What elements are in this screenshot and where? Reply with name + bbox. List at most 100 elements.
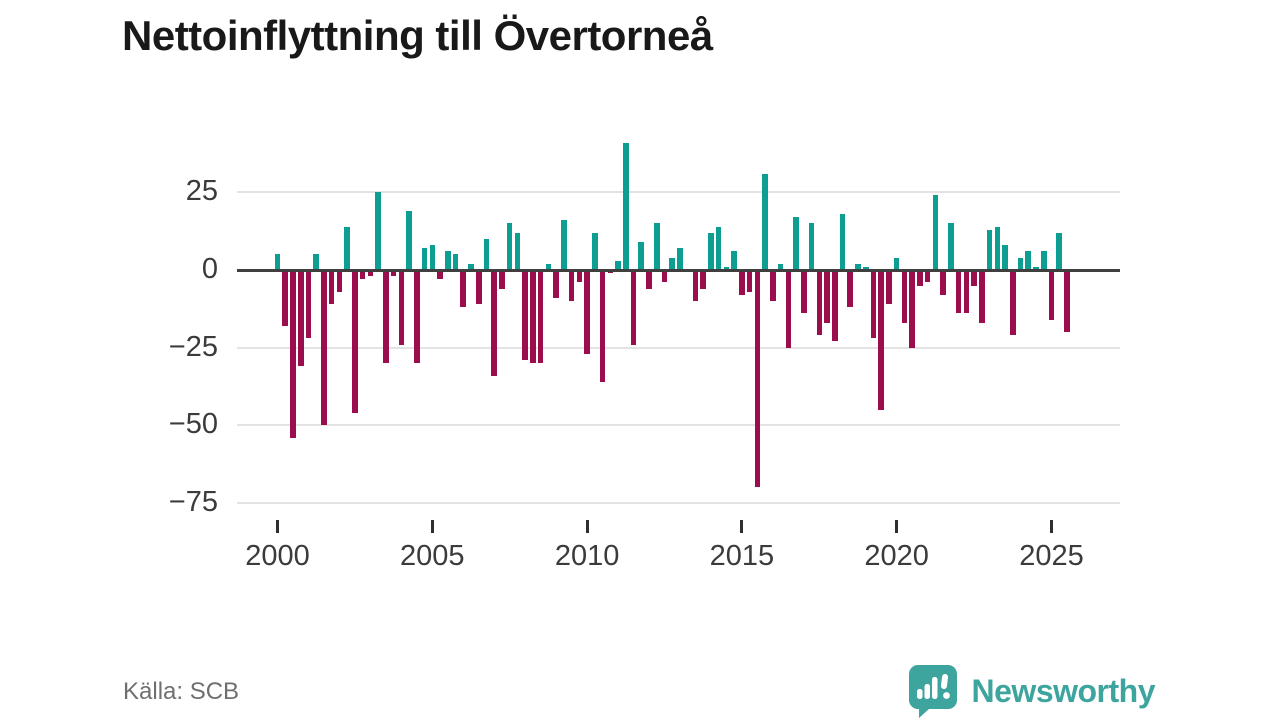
bar-2022-Q4 <box>979 270 985 323</box>
bar-2021-Q1 <box>924 270 931 283</box>
bar-2023-Q3 <box>1002 245 1008 270</box>
bar-2001-Q2 <box>313 254 319 270</box>
bar-2012-Q3 <box>661 270 668 283</box>
bar-2000-Q1 <box>274 254 281 270</box>
bar-2002-Q4 <box>359 270 366 280</box>
bar-2025-Q1 <box>1048 270 1055 320</box>
bar-2009-Q4 <box>576 270 583 283</box>
x-axis-tick-2025 <box>1050 520 1053 533</box>
bar-2009-Q3 <box>568 270 575 302</box>
bar-2023-Q2 <box>994 226 1001 270</box>
bar-2024-Q4 <box>1040 251 1047 270</box>
newsworthy-wordmark: Newsworthy <box>971 672 1156 709</box>
zero-baseline <box>237 268 1120 272</box>
bar-2016-Q3 <box>785 270 792 348</box>
bar-2012-Q2 <box>653 223 660 270</box>
x-axis-tick-2005 <box>430 520 434 533</box>
bar-2017-Q4 <box>824 270 830 323</box>
bar-2009-Q2 <box>561 220 567 270</box>
bar-2024-Q1 <box>1017 257 1024 270</box>
newsworthy-speech-bubble-chart-icon <box>908 664 958 718</box>
bar-2019-Q3 <box>878 270 884 410</box>
bar-2008-Q3 <box>537 270 544 364</box>
bar-2005-Q4 <box>452 254 459 270</box>
bar-2001-Q1 <box>305 270 312 339</box>
gridline-y--75 <box>237 501 1120 504</box>
bar-2003-Q2 <box>375 192 381 270</box>
bar-2006-Q1 <box>460 270 467 308</box>
bar-2021-Q2 <box>932 195 939 270</box>
bar-2020-Q2 <box>901 270 908 323</box>
bar-2018-Q3 <box>847 270 854 308</box>
bar-2016-Q4 <box>793 217 799 270</box>
bar-2004-Q2 <box>406 210 412 270</box>
bar-2010-Q3 <box>599 270 606 382</box>
bar-2016-Q2 <box>777 263 784 270</box>
y-axis-label--25: −25 <box>168 330 218 363</box>
bar-2004-Q1 <box>398 270 405 345</box>
x-axis-tick-2020 <box>895 520 899 533</box>
bar-2025-Q3 <box>1064 270 1070 333</box>
bar-2014-Q2 <box>715 226 722 270</box>
bar-2000-Q2 <box>282 270 289 326</box>
source-note: Källa: SCB <box>123 678 240 705</box>
bar-2022-Q1 <box>955 270 962 314</box>
bar-2014-Q1 <box>708 232 714 270</box>
bar-2005-Q2 <box>437 270 443 280</box>
gridline-y-25 <box>237 191 1120 194</box>
bar-2006-Q2 <box>468 263 474 270</box>
y-axis-label-25: 25 <box>185 175 218 208</box>
bar-2004-Q3 <box>414 270 420 364</box>
bar-2013-Q4 <box>700 270 706 289</box>
bar-2001-Q3 <box>321 270 327 426</box>
bar-2002-Q1 <box>336 270 343 292</box>
bar-2015-Q2 <box>746 270 753 292</box>
x-axis-tick-2000 <box>276 520 279 533</box>
bar-2011-Q3 <box>630 270 637 345</box>
bar-2000-Q4 <box>297 270 304 367</box>
bar-2019-Q4 <box>886 270 892 305</box>
bar-2019-Q2 <box>870 270 877 339</box>
bar-2020-Q1 <box>893 257 900 270</box>
bar-2018-Q1 <box>831 270 838 342</box>
bar-2020-Q3 <box>909 270 915 348</box>
bar-2017-Q3 <box>816 270 823 336</box>
bar-2008-Q1 <box>522 270 528 361</box>
bar-2013-Q3 <box>692 270 699 302</box>
bar-2021-Q3 <box>940 270 946 295</box>
bar-2018-Q2 <box>839 214 846 270</box>
bar-2012-Q1 <box>646 270 652 289</box>
x-axis-label-2015: 2015 <box>709 540 775 572</box>
bar-2007-Q4 <box>514 232 521 270</box>
gridline-y--50 <box>237 424 1120 427</box>
bar-2006-Q4 <box>483 238 490 270</box>
bar-2003-Q4 <box>390 270 397 277</box>
chart-plot-area <box>237 130 1120 520</box>
bar-2007-Q2 <box>499 270 505 289</box>
bar-2019-Q1 <box>862 266 869 270</box>
bar-2001-Q4 <box>328 270 335 305</box>
bar-2012-Q4 <box>669 257 676 270</box>
bar-2013-Q1 <box>677 248 683 270</box>
x-axis-label-2005: 2005 <box>400 540 465 572</box>
bar-2014-Q4 <box>731 251 737 270</box>
bar-2011-Q4 <box>638 242 645 270</box>
bar-2023-Q1 <box>986 229 993 270</box>
y-axis-label--75: −75 <box>168 485 218 518</box>
chart-title: Nettoinflyttning till Övertorneå <box>122 12 713 59</box>
bar-2017-Q1 <box>801 270 807 314</box>
bar-2015-Q3 <box>754 270 761 488</box>
x-axis-label-2025: 2025 <box>1019 540 1084 572</box>
bar-2010-Q1 <box>584 270 590 354</box>
bar-2002-Q2 <box>344 226 350 270</box>
y-axis-label-0: 0 <box>201 253 218 285</box>
bar-2003-Q1 <box>367 270 374 277</box>
x-axis-label-2020: 2020 <box>864 540 929 572</box>
bar-2005-Q3 <box>444 251 451 270</box>
bar-2011-Q1 <box>615 260 621 270</box>
x-axis-label-2000: 2000 <box>245 540 310 572</box>
newsworthy-logo: Newsworthy <box>908 664 1156 718</box>
bar-2008-Q4 <box>545 263 552 270</box>
bar-2002-Q3 <box>352 270 358 413</box>
bar-2000-Q3 <box>290 270 296 438</box>
